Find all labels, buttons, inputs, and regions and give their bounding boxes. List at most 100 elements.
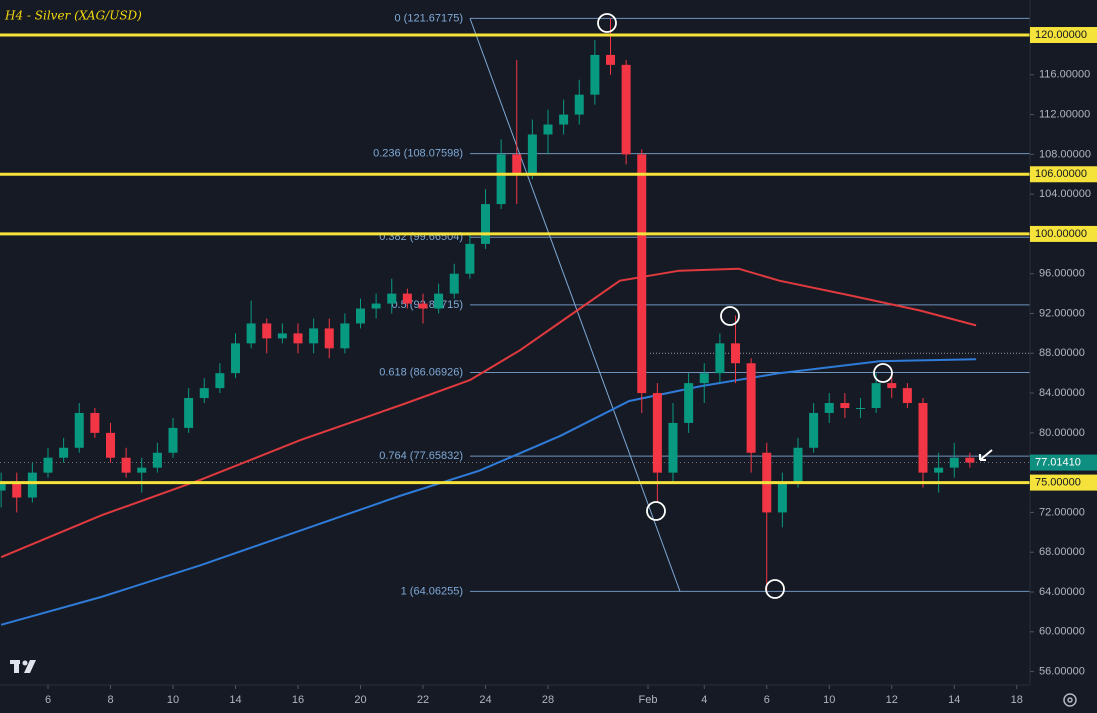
fib-label: 1 (64.06255) <box>401 585 463 597</box>
x-tick-label: 10 <box>823 694 835 706</box>
candle-body <box>231 343 240 374</box>
candle-body <box>293 333 303 344</box>
y-tick-label: 68.00000 <box>1039 546 1085 558</box>
candle-body <box>418 303 428 309</box>
candle-body <box>949 457 959 468</box>
settings-hub[interactable] <box>1067 697 1073 703</box>
logo-part <box>24 660 36 673</box>
level-label: 75.00000 <box>1035 476 1081 488</box>
candle-body <box>324 328 334 349</box>
marker-circle <box>720 306 740 326</box>
x-tick-label: 8 <box>107 694 113 706</box>
level-tag <box>1030 166 1097 183</box>
candle-body <box>27 472 37 498</box>
x-tick-label: 24 <box>479 694 491 706</box>
fib-label: 0.236 (108.07598) <box>373 148 463 160</box>
moving-average <box>0 267 977 559</box>
candle-body <box>606 54 615 65</box>
candle-body <box>449 273 459 294</box>
y-tick-label: 92.00000 <box>1039 307 1085 319</box>
candle-body <box>371 303 381 309</box>
arrow <box>979 449 993 461</box>
candle-body <box>574 94 584 115</box>
candle-body <box>715 343 725 374</box>
y-tick-label: 88.00000 <box>1039 347 1085 359</box>
candle-body <box>152 452 162 468</box>
marker-circle <box>873 363 893 383</box>
fib-label: 0.618 (86.06926) <box>379 366 463 378</box>
candle-body <box>746 363 756 453</box>
level-label: 100.00000 <box>1035 228 1087 240</box>
settings-icon[interactable] <box>1063 693 1077 707</box>
candle-body <box>43 457 53 473</box>
x-tick-label: 22 <box>417 694 429 706</box>
marker-circle <box>646 501 666 521</box>
x-tick-label: 28 <box>542 694 554 706</box>
logo-part <box>22 660 28 666</box>
fib-label: 0 (121.67175) <box>395 12 464 24</box>
candle-body <box>824 403 834 413</box>
level-tag <box>1030 225 1097 242</box>
candle-body <box>902 388 912 404</box>
annotations <box>597 13 993 599</box>
candle-body <box>621 64 631 155</box>
y-tick-label: 80.00000 <box>1039 427 1085 439</box>
candle-body <box>559 114 569 125</box>
candle-body <box>184 398 194 428</box>
candle-body <box>199 388 209 399</box>
candle-body <box>731 343 740 364</box>
candle-body <box>481 204 490 244</box>
candle-body <box>74 412 84 448</box>
x-tick-label: 10 <box>167 694 179 706</box>
plot-area: 0 (121.67175)0.236 (108.07598)0.382 (99.… <box>0 12 1030 626</box>
candle-body <box>887 383 897 389</box>
candle-body <box>809 412 819 448</box>
marker-circle <box>597 13 617 33</box>
candle-body <box>527 134 537 175</box>
candle-body <box>402 293 412 304</box>
candle-body <box>840 403 850 408</box>
candle-body <box>90 412 100 433</box>
candle-body <box>106 432 115 458</box>
candle-body <box>512 154 522 175</box>
candle-body <box>777 482 787 513</box>
y-tick-label: 108.00000 <box>1039 148 1091 160</box>
level-label: 106.00000 <box>1035 168 1087 180</box>
x-tick-label: 14 <box>229 694 241 706</box>
level-tag <box>1030 474 1097 491</box>
y-tick-label: 56.00000 <box>1039 665 1085 677</box>
candle-body <box>262 323 272 339</box>
candle-body <box>590 54 600 95</box>
logo <box>10 660 36 673</box>
candle-body <box>434 293 444 309</box>
x-tick-label: 12 <box>886 694 898 706</box>
candle-body <box>309 328 319 344</box>
candle-body <box>918 403 928 473</box>
candle-body <box>246 323 256 344</box>
y-tick-label: 96.00000 <box>1039 268 1085 280</box>
y-tick-label: 64.00000 <box>1039 586 1085 598</box>
candle-body <box>137 467 147 473</box>
candle-body <box>684 383 694 423</box>
y-tick-label: 60.00000 <box>1039 626 1085 638</box>
chart-title: H4 - Silver (XAG/USD) <box>4 9 142 23</box>
candle-body <box>637 154 647 394</box>
x-tick-label: 4 <box>701 694 707 706</box>
candle-body <box>215 373 225 389</box>
candle-body <box>496 154 506 205</box>
candle-body <box>934 467 944 473</box>
candle-body <box>668 422 678 473</box>
candle-body <box>121 457 131 473</box>
candle-body <box>652 393 662 473</box>
x-tick-label: 6 <box>764 694 770 706</box>
candle-body <box>465 243 475 274</box>
candle-body <box>277 333 287 339</box>
level-label: 120.00000 <box>1035 29 1087 41</box>
last-price-label: 77.01410 <box>1035 456 1081 468</box>
settings-ring[interactable] <box>1063 693 1077 707</box>
y-tick-label: 84.00000 <box>1039 387 1085 399</box>
candle-body <box>59 447 69 458</box>
y-tick-label: 112.00000 <box>1039 108 1090 120</box>
